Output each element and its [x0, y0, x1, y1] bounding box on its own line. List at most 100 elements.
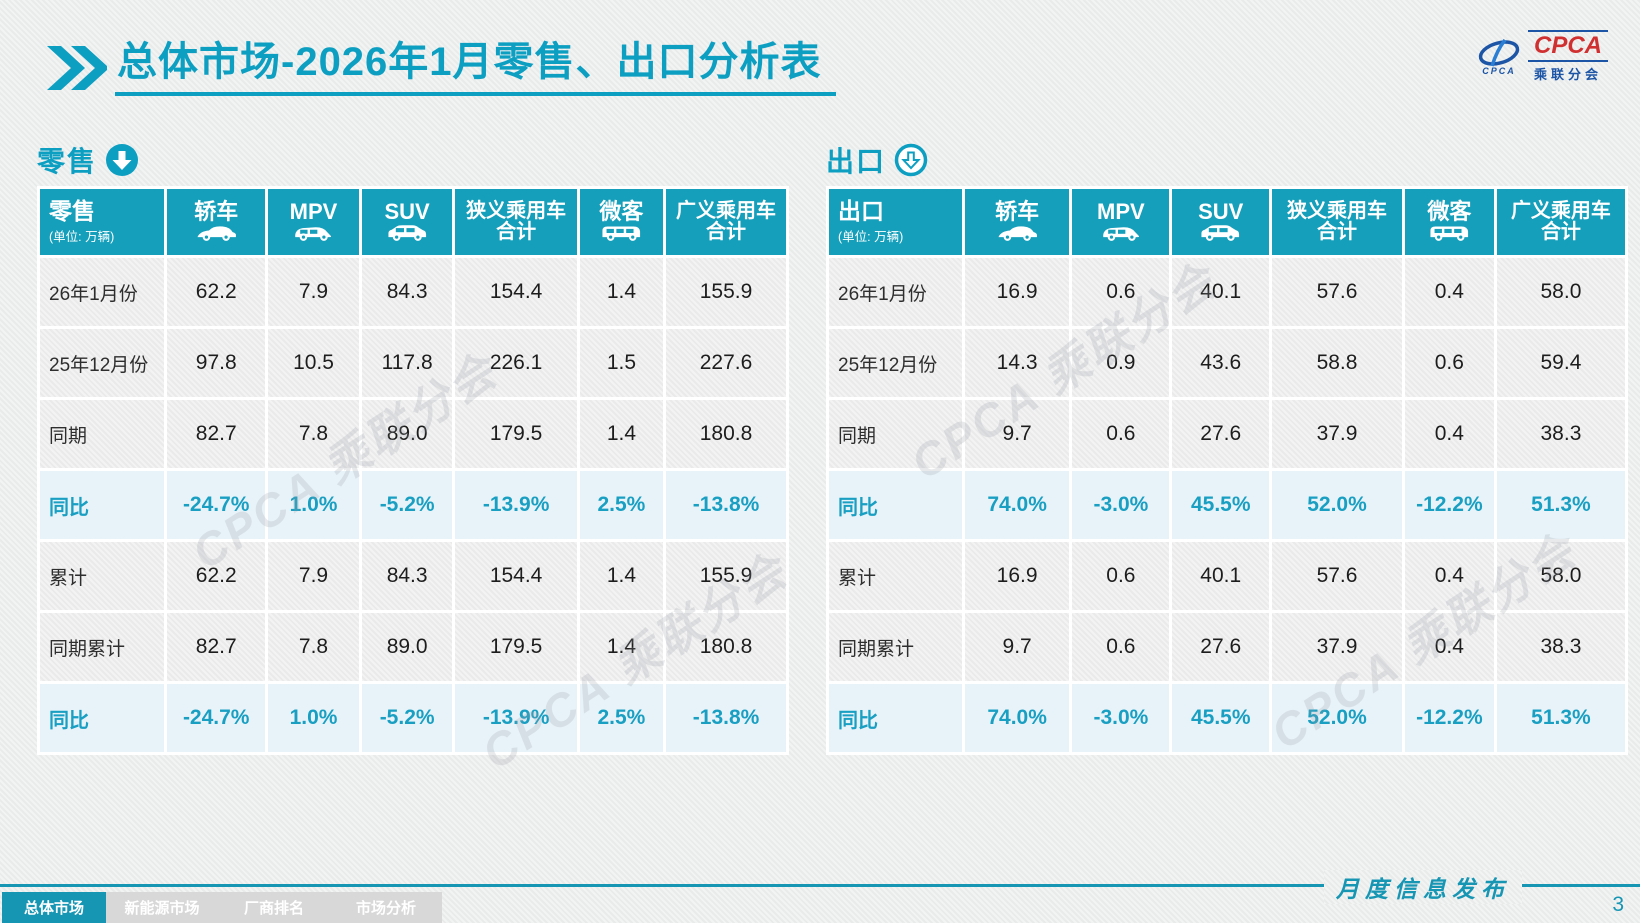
page-number: 3	[1612, 893, 1624, 916]
data-cell: 226.1	[455, 329, 577, 397]
van-icon	[1405, 224, 1494, 244]
row-label: 26年1月份	[40, 258, 165, 326]
data-cell: 7.8	[268, 613, 359, 681]
retail-header-label-cell: 零售 (单位: 万辆)	[40, 189, 165, 255]
retail-panel: 零售 CPCA 乘联分会 CPCA 乘联分会 零售 (单位: 万辆) 轿车 MPV SU…	[37, 140, 797, 779]
data-cell: 84.3	[361, 542, 453, 610]
data-cell: 62.2	[167, 258, 266, 326]
retail-table-row: 同期 82.7 7.8 89.0 179.5 1.4 180.8	[40, 400, 786, 468]
row-label: 同期累计	[40, 613, 165, 681]
column-header: MPV	[268, 189, 359, 255]
data-cell: 37.9	[1272, 400, 1402, 468]
column-header: 微客	[579, 189, 664, 255]
row-label: 累计	[829, 542, 962, 610]
data-cell: 52.0%	[1272, 684, 1402, 752]
row-label: 同比	[829, 684, 962, 752]
data-cell: 62.2	[167, 542, 266, 610]
data-cell: 57.6	[1272, 542, 1402, 610]
column-header: 狭义乘用车 合计	[1272, 189, 1402, 255]
data-cell: 51.3%	[1496, 471, 1625, 539]
nav-tab-nev-market[interactable]: 新能源市场	[106, 892, 218, 923]
data-cell: 59.4	[1496, 329, 1625, 397]
data-cell: 0.9	[1072, 329, 1170, 397]
data-cell: 180.8	[666, 613, 786, 681]
row-label: 同比	[40, 684, 165, 752]
data-cell: -13.9%	[455, 684, 577, 752]
data-cell: 1.4	[579, 613, 664, 681]
data-cell: 1.0%	[268, 684, 359, 752]
column-header: SUV	[1172, 189, 1270, 255]
data-cell: 40.1	[1172, 542, 1270, 610]
data-cell: -24.7%	[167, 471, 266, 539]
data-cell: 38.3	[1496, 400, 1625, 468]
data-cell: 82.7	[167, 613, 266, 681]
retail-table-row: 同比 -24.7% 1.0% -5.2% -13.9% 2.5% -13.8%	[40, 471, 786, 539]
export-table-wrap: CPCA 乘联分会 CPCA 乘联分会 出口 (单位: 万辆) 轿车 MPV SUV 狭义…	[826, 186, 1628, 759]
data-cell: 58.0	[1496, 542, 1625, 610]
data-cell: 9.7	[964, 613, 1070, 681]
data-cell: 74.0%	[964, 471, 1070, 539]
data-cell: 82.7	[167, 400, 266, 468]
data-cell: 37.9	[1272, 613, 1402, 681]
data-cell: 43.6	[1172, 329, 1270, 397]
data-cell: 117.8	[361, 329, 453, 397]
data-cell: -13.8%	[666, 684, 786, 752]
data-cell: 97.8	[167, 329, 266, 397]
data-cell: 0.6	[1072, 258, 1170, 326]
column-header: 微客	[1404, 189, 1494, 255]
retail-table-wrap: CPCA 乘联分会 CPCA 乘联分会 零售 (单位: 万辆) 轿车 MPV SUV 狭义…	[37, 186, 797, 779]
title-row: 总体市场-2026年1月零售、出口分析表	[45, 40, 836, 96]
van-icon	[580, 224, 663, 244]
column-header: 轿车	[167, 189, 266, 255]
suv-icon	[362, 224, 453, 244]
row-label: 同期	[40, 400, 165, 468]
row-label: 同期	[829, 400, 962, 468]
data-cell: 1.4	[579, 400, 664, 468]
data-cell: 7.9	[268, 542, 359, 610]
sedan-icon	[167, 224, 265, 244]
export-table-row: 累计 16.9 0.6 40.1 57.6 0.4 58.0	[829, 542, 1625, 610]
column-header: 广义乘用车 合计	[666, 189, 786, 255]
data-cell: 51.3%	[1496, 684, 1625, 752]
bottom-nav: 总体市场 新能源市场 厂商排名 市场分析	[2, 892, 442, 923]
row-label: 同期累计	[829, 613, 962, 681]
cpca-wordmark: CPCA 乘联分会	[1527, 30, 1608, 83]
data-cell: 0.4	[1404, 542, 1494, 610]
nav-tab-market-analysis[interactable]: 市场分析	[330, 892, 442, 923]
row-label: 累计	[40, 542, 165, 610]
nav-tab-overall-market[interactable]: 总体市场	[2, 892, 106, 923]
data-cell: 179.5	[455, 400, 577, 468]
cpca-emblem-icon: CPCA	[1476, 38, 1522, 76]
data-cell: -5.2%	[361, 684, 453, 752]
retail-table-row: 累计 62.2 7.9 84.3 154.4 1.4 155.9	[40, 542, 786, 610]
footer-label: 月度信息发布	[1324, 870, 1522, 904]
export-table: 出口 (单位: 万辆) 轿车 MPV SUV 狭义乘用车 合计 微客 广义乘用车 合计 26年1月份…	[826, 186, 1628, 755]
data-cell: 45.5%	[1172, 471, 1270, 539]
column-header: 广义乘用车 合计	[1496, 189, 1625, 255]
data-cell: -12.2%	[1404, 684, 1494, 752]
export-section-label: 出口	[826, 140, 1628, 180]
data-cell: 27.6	[1172, 613, 1270, 681]
double-chevron-icon	[47, 46, 107, 90]
column-header: 轿车	[964, 189, 1070, 255]
data-cell: 40.1	[1172, 258, 1270, 326]
cpca-acronym: CPCA	[1527, 30, 1608, 62]
retail-section-label: 零售	[37, 140, 789, 180]
data-cell: 45.5%	[1172, 684, 1270, 752]
footer-divider-line	[0, 884, 1640, 887]
data-cell: 1.4	[579, 542, 664, 610]
export-table-row: 26年1月份 16.9 0.6 40.1 57.6 0.4 58.0	[829, 258, 1625, 326]
export-header-label-cell: 出口 (单位: 万辆)	[829, 189, 962, 255]
retail-table-row: 26年1月份 62.2 7.9 84.3 154.4 1.4 155.9	[40, 258, 786, 326]
nav-tab-oem-ranking[interactable]: 厂商排名	[218, 892, 330, 923]
retail-table: 零售 (单位: 万辆) 轿车 MPV SUV 狭义乘用车 合计 微客 广义乘用车 合计 26年1月份…	[37, 186, 789, 755]
data-cell: 89.0	[361, 613, 453, 681]
export-table-row: 同期 9.7 0.6 27.6 37.9 0.4 38.3	[829, 400, 1625, 468]
data-cell: 84.3	[361, 258, 453, 326]
data-cell: -12.2%	[1404, 471, 1494, 539]
arrow-down-circle-outline-icon	[894, 143, 928, 177]
export-table-row: 同期累计 9.7 0.6 27.6 37.9 0.4 38.3	[829, 613, 1625, 681]
data-cell: 2.5%	[579, 684, 664, 752]
column-header: SUV	[361, 189, 453, 255]
